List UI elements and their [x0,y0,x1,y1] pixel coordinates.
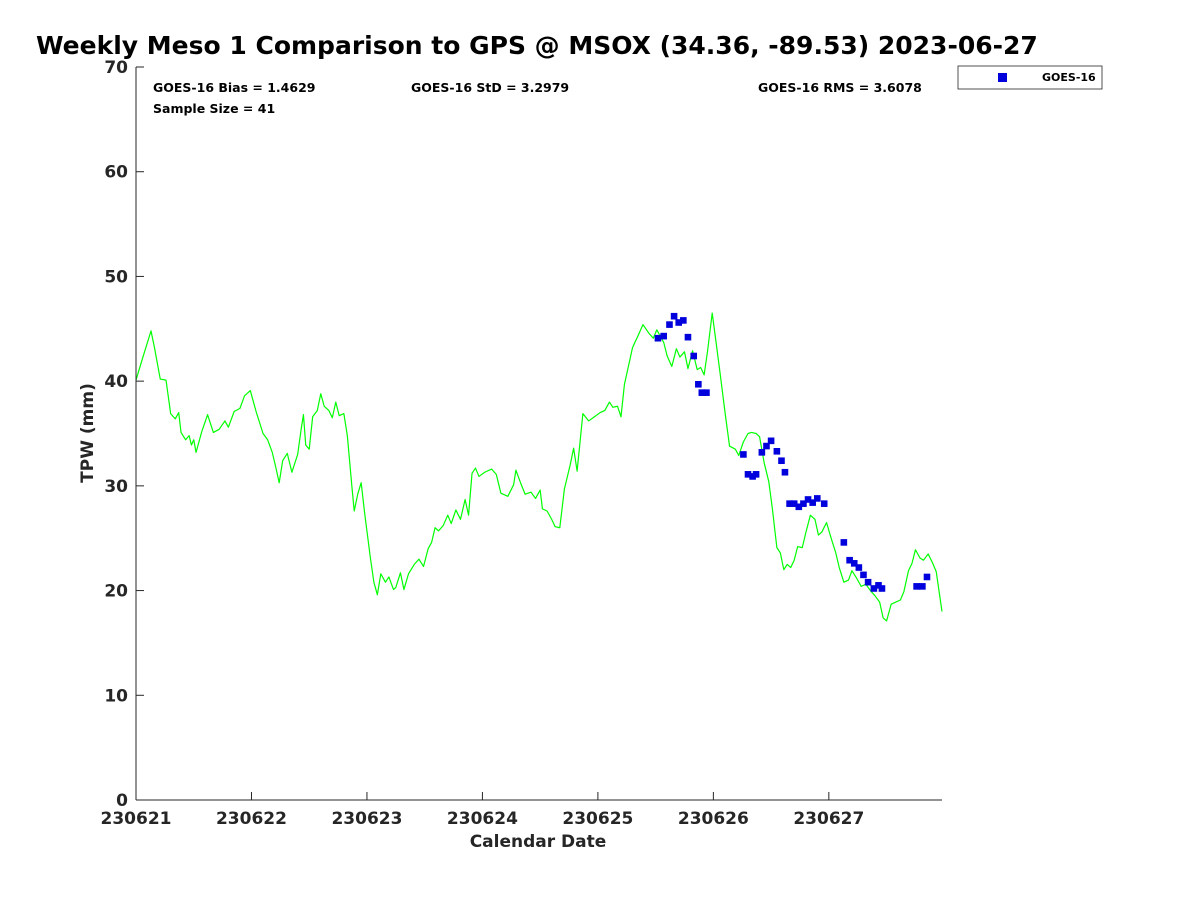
goes16-points-layer [654,312,931,592]
goes16-point [680,317,687,324]
goes16-point [913,583,920,590]
x-axis-label: Calendar Date [470,832,607,852]
y-tick-label: 10 [104,686,128,706]
goes16-point [870,585,878,592]
goes16-point [855,564,863,571]
x-tick-label: 230623 [331,809,402,829]
goes16-point [813,495,821,502]
goes16-point [800,500,807,507]
goes16-point [875,582,882,589]
goes16-point [820,500,828,507]
y-tick-label: 20 [104,582,128,602]
goes16-point [675,319,683,326]
goes16-point [744,471,752,478]
gps-line-layer [135,312,943,622]
x-tick-label: 230621 [101,809,172,829]
legend-box [957,65,1103,90]
goes16-point [795,503,803,511]
goes16-point [690,352,698,360]
goes16-point [703,389,710,396]
goes16-point [804,496,812,503]
legend-marker [998,73,1007,82]
goes16-point [666,321,673,328]
y-axis-label: TPW (mm) [78,383,98,483]
y-tick-label: 30 [104,477,128,497]
goes16-point [749,473,756,480]
goes16-point [654,334,662,342]
plot-area [136,67,942,800]
y-tick-label: 50 [104,267,128,287]
goes16-point [846,556,853,564]
goes16-point [790,500,798,507]
sample-size-stat: Sample Size = 41 [153,101,275,116]
goes16-point [781,468,789,476]
goes16-point [660,332,668,340]
y-tick-label: 60 [104,163,128,183]
gps-tpw-line [135,312,943,622]
x-tick-label: 230627 [793,809,864,829]
goes16-point [740,451,747,458]
goes16-point [850,560,858,567]
goes16-point [767,437,775,445]
y-tick-label: 0 [116,791,128,811]
goes16-point [840,539,848,546]
goes16-point [752,471,760,478]
std-stat: GOES-16 StD = 3.2979 [411,80,569,95]
rms-stat: GOES-16 RMS = 3.6078 [758,80,922,95]
goes16-point [919,583,926,590]
x-tick-label: 230626 [678,809,749,829]
bias-stat: GOES-16 Bias = 1.4629 [153,80,315,95]
goes16-point [695,380,702,388]
legend-label: GOES-16 [1042,71,1096,84]
goes16-point [773,448,781,455]
goes16-point [698,389,706,396]
goes16-point [786,500,793,507]
goes16-point [864,578,872,586]
x-tick-label: 230622 [216,809,287,829]
x-tick-label: 230625 [562,809,633,829]
y-tick-label: 40 [104,372,128,392]
goes16-point [763,442,770,450]
goes16-point [758,449,766,456]
goes16-point [684,333,692,341]
goes16-point [670,312,678,320]
goes16-point [778,457,785,465]
goes16-point [923,573,931,581]
chart-title: Weekly Meso 1 Comparison to GPS @ MSOX (… [36,31,1038,60]
x-ticks: 230621 230622 230623 230624 230625 230626 2306… [101,792,864,829]
y-tick-label: 70 [104,58,128,78]
y-ticks: 0 10 20 30 40 50 60 70 [104,58,144,811]
legend: GOES-16 [957,65,1103,90]
goes16-point [860,571,867,579]
goes16-point [809,499,816,506]
x-tick-label: 230624 [447,809,518,829]
goes16-point [878,585,886,592]
